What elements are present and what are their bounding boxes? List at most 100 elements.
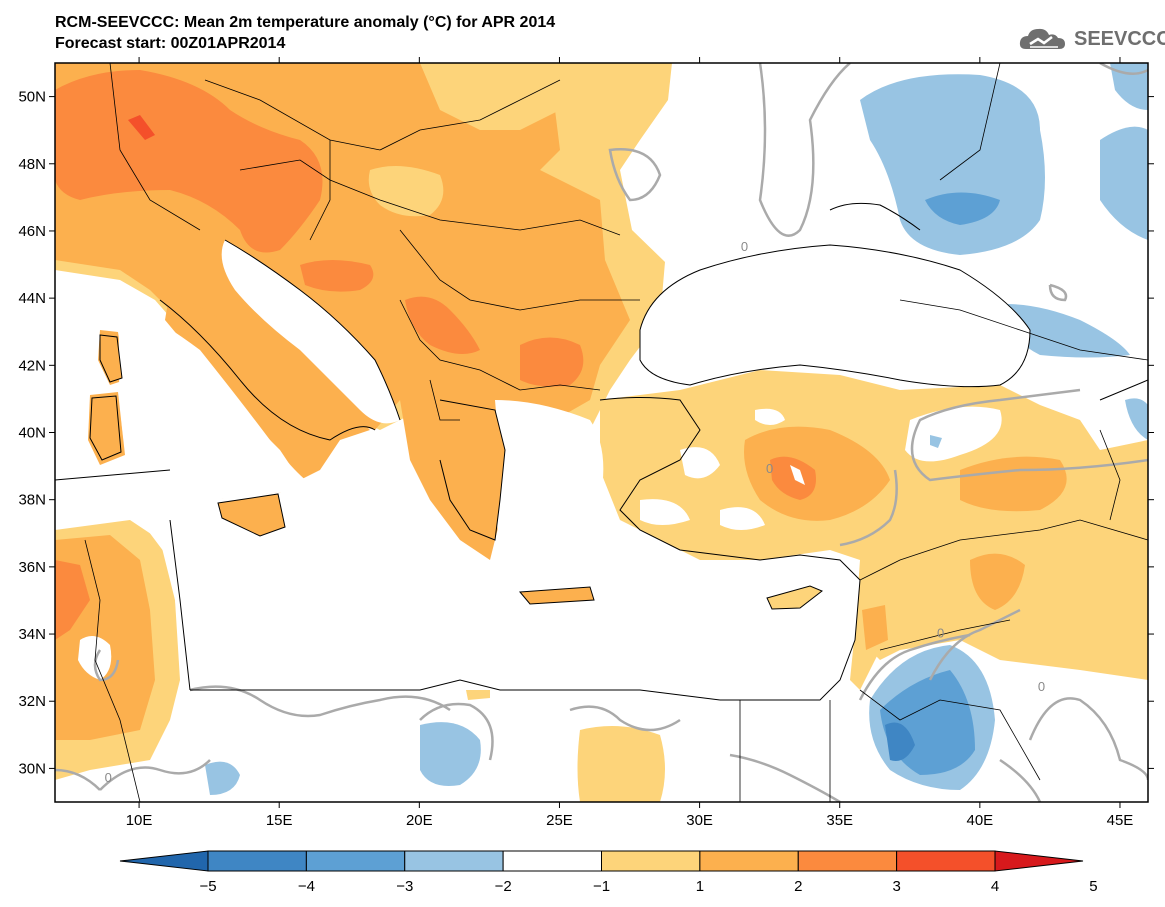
zero-contour-label: 0 — [741, 239, 748, 254]
sea-adriatic — [221, 240, 400, 424]
anomaly-crete-land — [520, 587, 594, 604]
sea-black — [640, 245, 1030, 387]
colorbar-label: 1 — [696, 878, 704, 895]
anomaly-neg1-libya — [420, 722, 481, 786]
anomaly-1-2-hungary — [368, 166, 444, 217]
anomaly-corsica-land — [100, 335, 122, 382]
title-line-1: RCM-SEEVCCC: Mean 2m temperature anomaly… — [55, 14, 556, 31]
colorbar-label: −1 — [593, 878, 610, 895]
anomaly-neg1-caspian — [1100, 126, 1148, 240]
zero-contours — [55, 63, 1148, 802]
anomaly-3-4-tunisia — [55, 560, 90, 640]
colorbar-segment — [797, 850, 898, 872]
lat-tick-label: 42N — [18, 357, 46, 374]
logo-text: SEEVCCC — [1074, 27, 1165, 50]
anomaly-1-2-italy — [165, 290, 370, 480]
colorbar-label: −3 — [396, 878, 413, 895]
anomaly-cyprus-land — [767, 586, 822, 609]
colorbar-label: 5 — [1089, 878, 1097, 895]
anomaly-white-east — [905, 406, 1002, 462]
longitude-axis: 10E 15E 20E 25E 30E 35E 40E 45E — [126, 57, 1134, 829]
colorbar-label: 4 — [991, 878, 999, 895]
sea-tyrrhenian — [118, 300, 320, 500]
anomaly-neg1-russia — [860, 74, 1045, 256]
zero-contour-label: 0 — [105, 770, 112, 785]
anomaly-white-turkey1 — [680, 447, 720, 479]
lon-tick-label: 10E — [126, 812, 153, 829]
lat-tick-label: 44N — [18, 290, 46, 307]
colorbar-label: 2 — [794, 878, 802, 895]
zero-contour-label: 0 — [1038, 679, 1045, 694]
lon-tick-label: 15E — [266, 812, 293, 829]
lat-tick-label: 30N — [18, 760, 46, 777]
anomaly-3-4-bulgaria — [520, 337, 584, 387]
anomaly-neg1-east — [1125, 398, 1148, 440]
title-line-2: Forecast start: 00Z01APR2014 — [55, 35, 286, 52]
anomaly-3-4-balkans — [300, 260, 374, 292]
colorbar-label: −4 — [298, 878, 315, 895]
anomaly-1-2-ukraine — [420, 63, 560, 130]
lat-tick-label: 38N — [18, 492, 46, 509]
anomaly-2-3-east — [960, 456, 1067, 512]
anomaly-white-turkey5 — [790, 465, 805, 485]
anomaly-white-turkey3 — [720, 507, 765, 530]
anomaly-2-3-turkey — [744, 426, 890, 521]
lon-tick-label: 30E — [686, 812, 713, 829]
colorbar-label: 3 — [892, 878, 900, 895]
anomaly-white-tunisia — [78, 636, 112, 680]
zero-contour-labels: 0 0 0 0 0 — [105, 239, 1045, 785]
coastlines — [55, 202, 1148, 701]
anomaly-greece-land — [440, 400, 505, 540]
anomaly-sardinia-land — [90, 396, 121, 460]
anomaly-3-4-turkey — [770, 456, 816, 500]
map-title: RCM-SEEVCCC: Mean 2m temperature anomaly… — [55, 12, 555, 54]
lon-tick-label: 45E — [1107, 812, 1134, 829]
colorbar: −5 −4 −3 −2 −1 1 2 3 4 5 — [119, 850, 1098, 895]
sea-aegean — [495, 400, 604, 560]
anomaly-3-4-serbia — [405, 296, 480, 354]
anomaly-neg1-spot — [930, 435, 942, 448]
colorbar-segment — [699, 850, 799, 872]
lat-tick-label: 36N — [18, 559, 46, 576]
colorbar-label: −5 — [199, 878, 216, 895]
cloud-logo-icon — [1019, 28, 1065, 49]
anomaly-white-turkey2 — [640, 499, 690, 525]
lat-tick-label: 48N — [18, 156, 46, 173]
lat-tick-label: 40N — [18, 425, 46, 442]
anomaly-2-3-syria — [970, 553, 1025, 610]
anomaly-sicily-land — [218, 494, 285, 536]
latitude-axis: 30N 32N 34N 36N 38N 40N 42N 44N 46N 48N 50N — [18, 89, 1154, 777]
colorbar-segment — [601, 850, 701, 872]
colorbar-segment — [896, 850, 996, 872]
lat-tick-label: 50N — [18, 89, 46, 106]
anomaly-1-2-turkey — [600, 370, 1148, 680]
anomaly-2-3-lebanon — [862, 605, 888, 650]
lon-tick-label: 35E — [826, 812, 853, 829]
colorbar-segment — [305, 850, 406, 872]
anomaly-white-turkey4 — [755, 408, 785, 425]
colorbar-segment — [207, 850, 307, 872]
anomaly-neg1-north — [1110, 63, 1148, 110]
anomaly-4-5-spot — [128, 115, 155, 140]
zero-contour-label: 0 — [937, 625, 944, 640]
anomaly-egypt — [577, 726, 665, 802]
anomaly-neg2-russia — [925, 192, 1000, 225]
lon-tick-label: 25E — [546, 812, 573, 829]
colorbar-label: −2 — [495, 878, 512, 895]
logo: SEEVCCC — [1018, 24, 1165, 54]
colorbar-low-arrow — [119, 850, 209, 872]
anomaly-neg3-arabia — [885, 722, 915, 761]
anomaly-3-4-alps — [55, 70, 323, 253]
anomaly-fields: 0 0 0 0 0 — [55, 63, 1148, 802]
lat-tick-label: 32N — [18, 693, 46, 710]
colorbar-high-arrow — [994, 850, 1084, 872]
lat-tick-label: 46N — [18, 223, 46, 240]
anomaly-neg1-libya2 — [205, 761, 240, 795]
colorbar-segment — [502, 850, 602, 872]
lat-tick-label: 34N — [18, 626, 46, 643]
zero-contour-label: 0 — [766, 461, 773, 476]
lon-tick-label: 20E — [406, 812, 433, 829]
lon-tick-label: 40E — [966, 812, 993, 829]
colorbar-segment — [404, 850, 504, 872]
